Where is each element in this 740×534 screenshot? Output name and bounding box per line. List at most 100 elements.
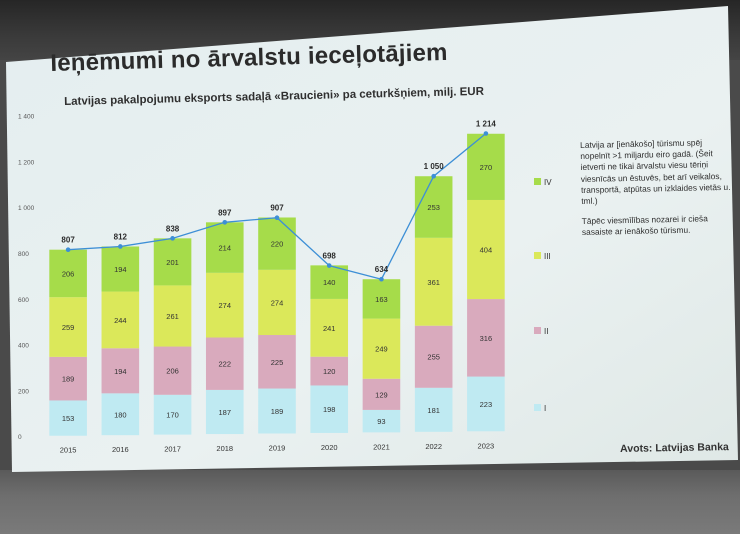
data-label: 225 (271, 358, 284, 367)
data-label: 93 (377, 417, 385, 426)
y-tick-label: 1 200 (18, 159, 35, 166)
data-label: 194 (114, 265, 127, 274)
bar-segment (258, 217, 296, 270)
data-label: 220 (271, 240, 284, 249)
bar-segment (310, 298, 349, 357)
note-block: Latvija ar [ienākošo] tūrismu spēj nopel… (580, 137, 732, 248)
bar-segment (467, 376, 505, 432)
data-label: 189 (271, 407, 284, 416)
total-label: 807 (61, 236, 75, 245)
data-label: 261 (166, 312, 179, 321)
bar-segment (414, 387, 453, 432)
total-point (170, 236, 175, 241)
x-tick-label: 2016 (112, 445, 129, 454)
bar-segment (362, 409, 401, 433)
source-label: Avots: Latvijas Banka (620, 441, 729, 455)
total-label: 1 050 (424, 162, 445, 171)
bar-segment (205, 222, 244, 273)
bar-segment (467, 299, 505, 377)
bar-segment (153, 346, 192, 395)
bar-segment (205, 337, 244, 390)
data-label: 163 (375, 295, 388, 304)
bar-segment (258, 335, 296, 389)
data-label: 316 (480, 334, 493, 343)
bar-segment (467, 133, 505, 200)
total-point (431, 173, 436, 179)
total-point (274, 215, 280, 221)
bar-segment (153, 285, 192, 347)
legend-label: III (544, 252, 551, 261)
data-label: 249 (375, 345, 388, 354)
data-label: 189 (62, 375, 75, 384)
data-label: 214 (219, 244, 232, 253)
y-tick-label: 1 400 (18, 114, 35, 121)
legend-label: II (544, 327, 548, 336)
y-tick-label: 800 (18, 251, 29, 258)
legend-swatch (534, 404, 541, 411)
y-tick-label: 600 (18, 297, 29, 304)
y-tick-label: 200 (18, 388, 29, 395)
legend-swatch (534, 178, 541, 185)
total-label: 907 (270, 204, 284, 213)
bar-segment (258, 388, 296, 434)
bar-segment (310, 385, 349, 433)
legend-label: IV (544, 178, 552, 187)
data-label: 270 (480, 163, 493, 172)
bar-segment (101, 291, 140, 349)
total-label: 812 (114, 232, 128, 241)
bar-segment (49, 249, 87, 298)
total-point (222, 220, 228, 225)
bar-segment (205, 272, 244, 338)
bar-segment (362, 318, 401, 379)
bar-segment (101, 348, 140, 394)
x-tick-label: 2023 (478, 441, 495, 450)
legend-swatch (534, 327, 541, 334)
total-label: 698 (323, 252, 337, 261)
data-label: 223 (480, 400, 493, 409)
data-label: 255 (427, 353, 440, 362)
data-label: 206 (62, 269, 75, 278)
bar-segment (362, 279, 401, 319)
data-label: 181 (427, 406, 440, 415)
bar-segment (414, 325, 453, 388)
bar-segment (362, 378, 401, 410)
x-tick-label: 2019 (269, 444, 286, 453)
total-label: 897 (218, 208, 232, 217)
bar-segment (414, 176, 453, 238)
data-label: 361 (427, 278, 440, 287)
x-tick-label: 2020 (321, 443, 338, 452)
total-label: 1 214 (476, 120, 497, 129)
bar-segment (310, 265, 349, 299)
data-label: 153 (62, 414, 75, 423)
data-label: 194 (114, 367, 127, 376)
wall (0, 470, 740, 534)
y-tick-label: 0 (18, 434, 22, 441)
data-label: 244 (114, 316, 127, 325)
bar-segment (101, 393, 140, 436)
data-label: 274 (271, 298, 284, 307)
x-tick-label: 2015 (60, 446, 77, 455)
x-tick-label: 2017 (164, 445, 181, 454)
bar-segment (205, 389, 244, 435)
legend-label: I (544, 404, 546, 413)
data-label: 253 (427, 203, 440, 212)
bar-segment (258, 269, 296, 336)
data-label: 241 (323, 324, 336, 333)
bar-segment (49, 356, 87, 401)
data-label: 129 (375, 390, 388, 399)
data-label: 187 (219, 408, 232, 417)
data-label: 222 (219, 360, 232, 369)
total-point (379, 276, 384, 282)
y-tick-label: 400 (18, 343, 29, 350)
total-label: 634 (375, 265, 389, 274)
data-label: 274 (219, 301, 232, 310)
total-point (65, 247, 71, 252)
bar-segment (49, 297, 87, 357)
bar-segment (101, 246, 140, 292)
bar-segment (310, 356, 349, 386)
y-tick-label: 1 000 (18, 205, 35, 212)
data-label: 259 (62, 323, 75, 332)
data-label: 120 (323, 367, 336, 376)
